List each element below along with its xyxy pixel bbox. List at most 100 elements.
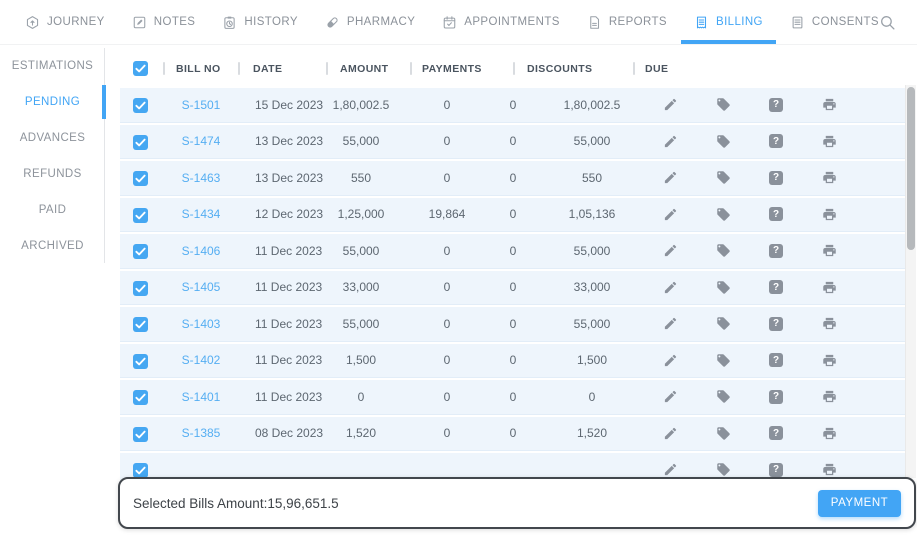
row-checkbox[interactable] <box>133 353 148 369</box>
bill-no-link[interactable]: S-1463 <box>181 170 221 185</box>
amount-cell: 33,000 <box>342 280 380 295</box>
consents-icon <box>790 15 805 30</box>
vertical-scrollbar[interactable] <box>905 85 916 478</box>
bill-no-link[interactable]: S-1405 <box>181 280 221 295</box>
bill-no-link[interactable]: S-1401 <box>181 389 221 404</box>
edit-icon[interactable] <box>661 88 679 122</box>
row-checkbox[interactable] <box>133 463 148 478</box>
print-icon[interactable] <box>820 161 838 195</box>
nav-tab-label: JOURNEY <box>47 16 105 28</box>
search-icon[interactable] <box>879 14 896 31</box>
print-icon[interactable] <box>820 417 838 451</box>
print-icon[interactable] <box>820 234 838 268</box>
nav-tab-reports[interactable]: REPORTS <box>587 0 667 44</box>
tag-icon[interactable] <box>714 88 732 122</box>
bill-no-link[interactable]: S-1385 <box>181 426 221 441</box>
bill-no-link[interactable]: S-1474 <box>181 134 221 149</box>
edit-icon[interactable] <box>661 380 679 414</box>
payments-cell: 19,864 <box>428 207 466 222</box>
date-cell: 15 Dec 2023 <box>255 97 324 112</box>
row-checkbox[interactable] <box>133 207 148 223</box>
nav-tab-consents[interactable]: CONSENTS <box>790 0 879 44</box>
tag-icon[interactable] <box>714 380 732 414</box>
amount-cell: 1,500 <box>345 353 377 368</box>
sidebar-item-pending[interactable]: PENDING <box>0 84 106 120</box>
nav-tab-history[interactable]: HISTORY <box>222 0 298 44</box>
tag-icon[interactable] <box>714 344 732 378</box>
help-icon[interactable]: ? <box>767 380 785 414</box>
nav-tab-label: NOTES <box>153 16 196 28</box>
row-checkbox[interactable] <box>133 244 148 259</box>
print-icon[interactable] <box>820 271 838 305</box>
help-icon[interactable]: ? <box>767 125 785 159</box>
content-area: ESTIMATIONS PENDING ADVANCES REFUNDS PAI… <box>0 45 917 540</box>
row-checkbox[interactable] <box>133 280 148 296</box>
due-cell: 33,000 <box>573 280 611 295</box>
row-checkbox[interactable] <box>133 98 148 113</box>
table-row: S-1501 15 Dec 2023 1,80,002.5 0 0 1,80,0… <box>120 88 905 123</box>
tag-icon[interactable] <box>714 198 732 232</box>
row-checkbox[interactable] <box>133 171 148 186</box>
scrollbar-thumb[interactable] <box>907 87 915 250</box>
tag-icon[interactable] <box>714 417 732 451</box>
print-icon[interactable] <box>820 88 838 122</box>
column-header-discounts: DISCOUNTS <box>527 62 593 75</box>
sidebar-item-estimations[interactable]: ESTIMATIONS <box>0 48 105 84</box>
table-row: S-1385 08 Dec 2023 1,520 0 0 1,520 ? <box>120 416 905 451</box>
print-icon[interactable] <box>820 344 838 378</box>
help-icon[interactable]: ? <box>767 198 785 232</box>
edit-icon[interactable] <box>661 307 679 341</box>
print-icon[interactable] <box>820 125 838 159</box>
nav-tab-billing[interactable]: BILLING <box>681 0 776 44</box>
print-icon[interactable] <box>820 380 838 414</box>
help-icon[interactable]: ? <box>767 307 785 341</box>
edit-icon[interactable] <box>661 234 679 268</box>
print-icon[interactable] <box>820 307 838 341</box>
amount-cell: 1,520 <box>345 426 377 441</box>
sidebar-item-refunds[interactable]: REFUNDS <box>0 156 105 192</box>
help-icon[interactable]: ? <box>767 271 785 305</box>
row-checkbox[interactable] <box>133 134 148 150</box>
help-icon[interactable]: ? <box>767 453 785 487</box>
tag-icon[interactable] <box>714 307 732 341</box>
row-checkbox[interactable] <box>133 390 148 405</box>
sidebar-item-paid[interactable]: PAID <box>0 192 105 228</box>
sidebar-item-archived[interactable]: ARCHIVED <box>0 228 105 264</box>
row-checkbox[interactable] <box>133 317 148 332</box>
help-icon[interactable]: ? <box>767 88 785 122</box>
nav-tab-journey[interactable]: JOURNEY <box>25 0 105 44</box>
sidebar-item-advances[interactable]: ADVANCES <box>0 120 105 156</box>
nav-tab-appointments[interactable]: APPOINTMENTS <box>442 0 560 44</box>
bill-no-link[interactable]: S-1403 <box>181 316 221 331</box>
tag-icon[interactable] <box>714 161 732 195</box>
bill-no-link[interactable]: S-1406 <box>181 243 221 258</box>
tag-icon[interactable] <box>714 125 732 159</box>
bill-no-link[interactable]: S-1402 <box>181 353 221 368</box>
edit-icon[interactable] <box>661 417 679 451</box>
nav-tab-pharmacy[interactable]: PHARMACY <box>325 0 415 44</box>
bill-no-link[interactable]: S-1501 <box>181 97 221 112</box>
help-icon[interactable]: ? <box>767 234 785 268</box>
print-icon[interactable] <box>820 198 838 232</box>
edit-icon[interactable] <box>661 344 679 378</box>
help-icon[interactable]: ? <box>767 417 785 451</box>
tag-icon[interactable] <box>714 234 732 268</box>
help-icon[interactable]: ? <box>767 344 785 378</box>
help-icon[interactable]: ? <box>767 161 785 195</box>
payments-cell: 0 <box>443 389 451 404</box>
tag-icon[interactable] <box>714 271 732 305</box>
edit-icon[interactable] <box>661 161 679 195</box>
payment-button[interactable]: PAYMENT <box>818 489 901 517</box>
row-checkbox[interactable] <box>133 426 148 442</box>
select-all-checkbox[interactable] <box>133 61 148 76</box>
edit-icon[interactable] <box>661 125 679 159</box>
edit-icon[interactable] <box>661 271 679 305</box>
nav-tab-label: CONSENTS <box>811 16 880 28</box>
date-cell: 11 Dec 2023 <box>255 243 323 258</box>
edit-icon[interactable] <box>661 198 679 232</box>
bill-no-link[interactable]: S-1434 <box>181 207 221 222</box>
due-cell: 55,000 <box>573 316 611 331</box>
table-row: S-1434 12 Dec 2023 1,25,000 19,864 0 1,0… <box>120 197 905 232</box>
nav-tab-notes[interactable]: NOTES <box>132 0 196 44</box>
